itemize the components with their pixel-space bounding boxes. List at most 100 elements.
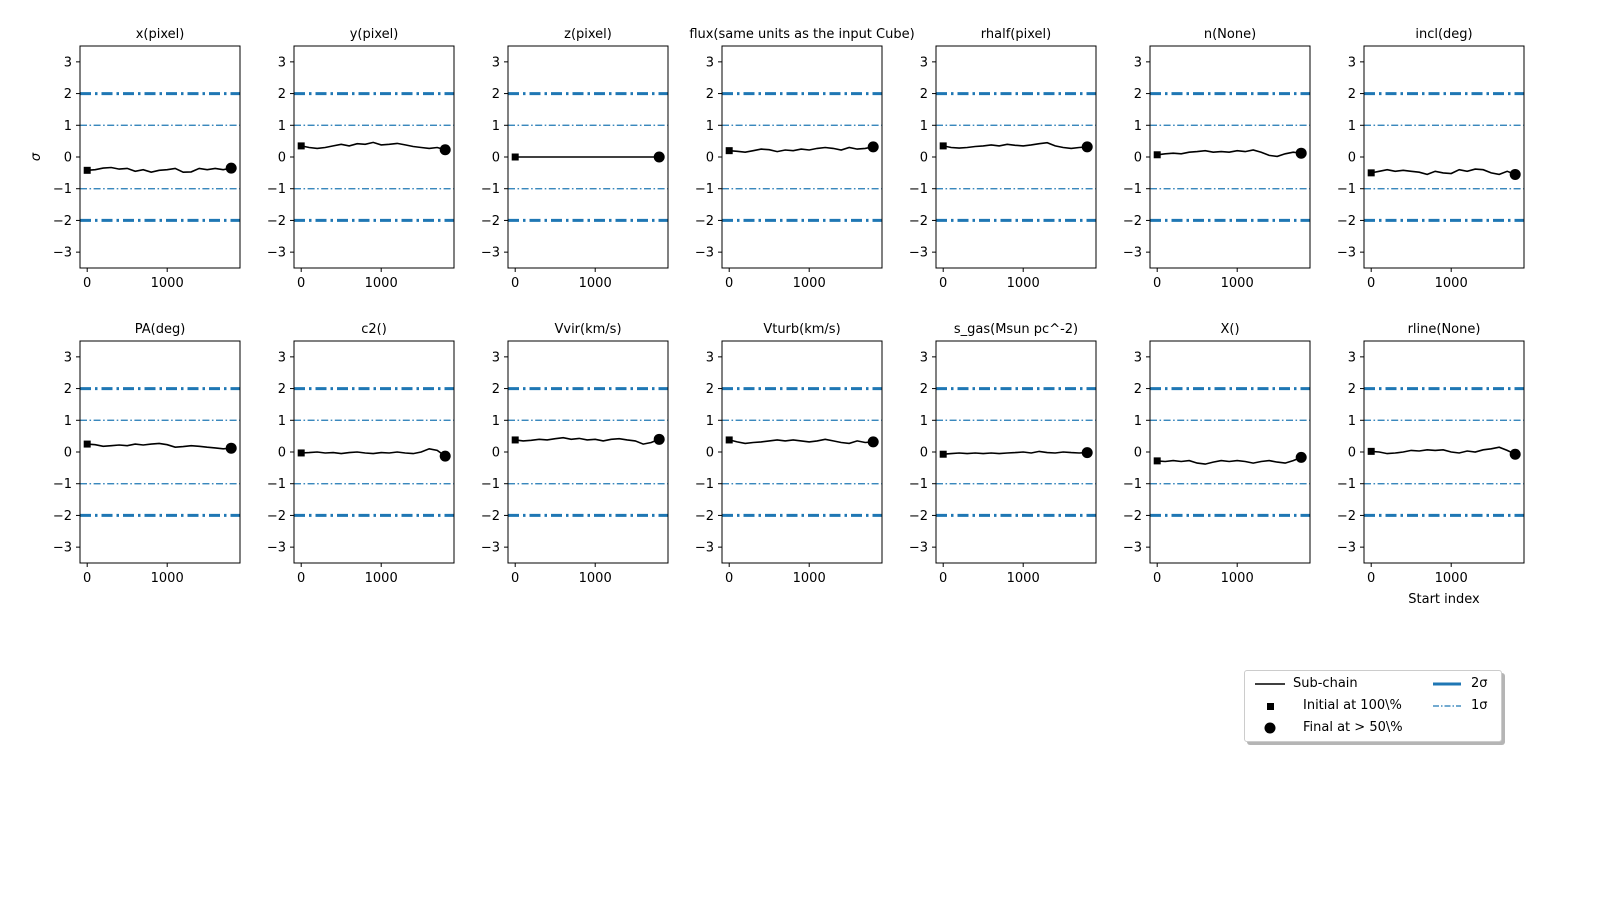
panel-0: −3 −2 −1 0 1 2 3 0 1000 x(pixel) <box>53 27 241 291</box>
y-tick-label: −2 <box>267 509 286 524</box>
x-tick-label: 1000 <box>1007 276 1040 291</box>
panel-12: −3 −2 −1 0 1 2 3 0 1000 X() <box>1123 322 1311 586</box>
subchain-line <box>1371 168 1516 176</box>
initial-marker <box>511 436 519 444</box>
y-tick-label: 0 <box>1134 151 1142 166</box>
y-tick-label: 1 <box>278 119 286 134</box>
y-tick-label: 1 <box>1348 414 1356 429</box>
x-tick-label: 0 <box>725 571 733 586</box>
initial-marker <box>297 142 305 150</box>
final-marker <box>225 442 237 454</box>
panel-plot-area <box>294 92 454 222</box>
axes-frame <box>1363 340 1525 564</box>
panel-8: −3 −2 −1 0 1 2 3 0 1000 c2() <box>267 322 455 586</box>
legend-label-subchain: Sub-chain <box>1293 676 1358 691</box>
panel-title: x(pixel) <box>136 27 185 42</box>
panel-title: PA(deg) <box>135 322 186 337</box>
panel-3: −3 −2 −1 0 1 2 3 0 1000 flux(same units as the in… <box>689 27 914 291</box>
initial-marker <box>939 450 947 458</box>
x-tick-label: 0 <box>511 571 519 586</box>
x-tick-label: 0 <box>83 276 91 291</box>
initial-marker <box>725 147 733 155</box>
y-tick-label: 1 <box>706 119 714 134</box>
y-tick-label: −2 <box>481 214 500 229</box>
x-tick-label: 0 <box>83 571 91 586</box>
x-tick-label: 0 <box>1367 276 1375 291</box>
x-tick-label: 0 <box>725 276 733 291</box>
y-tick-label: 1 <box>64 414 72 429</box>
subchain-line <box>1157 149 1302 158</box>
axes-frame <box>79 340 241 564</box>
subchain-line <box>87 442 232 450</box>
y-tick-label: 2 <box>1348 87 1356 102</box>
y-tick-label: 0 <box>1348 151 1356 166</box>
x-tick-label: 0 <box>511 276 519 291</box>
x-tick-label: 1000 <box>151 571 184 586</box>
y-tick-label: −1 <box>1123 477 1142 492</box>
y-tick-label: 2 <box>64 87 72 102</box>
x-tick-label: 0 <box>1153 276 1161 291</box>
final-marker <box>1509 448 1521 460</box>
subchain-line <box>1157 456 1302 465</box>
panel-plot-area <box>80 387 240 517</box>
subchain-line <box>301 447 446 457</box>
y-tick-label: −3 <box>695 541 714 556</box>
initial-marker <box>1367 169 1375 177</box>
y-tick-label: 3 <box>492 350 500 365</box>
panel-plot-area <box>936 92 1096 222</box>
panel-title: y(pixel) <box>350 27 399 42</box>
circle-marker-icon <box>1264 722 1276 734</box>
y-tick-label: −1 <box>909 182 928 197</box>
y-tick-label: −1 <box>481 477 500 492</box>
panel-2: −3 −2 −1 0 1 2 3 0 1000 z(pixel) <box>481 27 669 291</box>
panel-title: c2() <box>361 322 387 337</box>
y-tick-label: −1 <box>481 182 500 197</box>
initial-marker <box>511 153 519 161</box>
y-tick-label: −3 <box>53 246 72 261</box>
panel-title: X() <box>1220 322 1239 337</box>
y-tick-label: −1 <box>1123 182 1142 197</box>
y-tick-label: −3 <box>267 541 286 556</box>
initial-marker <box>1367 447 1375 455</box>
axes-frame <box>79 45 241 269</box>
panel-6: −3 −2 −1 0 1 2 3 0 1000 incl(deg) <box>1337 27 1525 291</box>
x-tick-label: 1000 <box>579 276 612 291</box>
legend-label-2sigma: 2σ <box>1471 676 1488 691</box>
initial-marker <box>83 440 91 448</box>
initial-marker <box>297 449 305 457</box>
subchain-line <box>301 141 446 151</box>
y-tick-label: 1 <box>706 414 714 429</box>
x-tick-label: 1000 <box>1221 571 1254 586</box>
subchain-line <box>729 146 874 154</box>
x-tick-label: 0 <box>1367 571 1375 586</box>
y-tick-label: 1 <box>64 119 72 134</box>
x-tick-label: 1000 <box>793 571 826 586</box>
y-tick-label: −2 <box>695 509 714 524</box>
y-tick-label: 2 <box>1348 382 1356 397</box>
y-tick-label: −2 <box>1337 509 1356 524</box>
legend-1sigma-swatch <box>1433 705 1461 707</box>
panel-5: −3 −2 −1 0 1 2 3 0 1000 n(None) <box>1123 27 1311 291</box>
y-tick-label: 1 <box>492 119 500 134</box>
x-tick-label: 1000 <box>1435 276 1468 291</box>
y-tick-label: 1 <box>278 414 286 429</box>
y-tick-label: 3 <box>706 350 714 365</box>
panel-title: n(None) <box>1204 27 1256 42</box>
y-tick-label: 0 <box>278 151 286 166</box>
y-tick-label: 2 <box>64 382 72 397</box>
y-tick-label: −3 <box>267 246 286 261</box>
panel-title: z(pixel) <box>564 27 612 42</box>
final-marker <box>1295 147 1307 159</box>
y-tick-label: −3 <box>481 246 500 261</box>
legend-label-initial: Initial at 100\% <box>1303 698 1402 713</box>
panel-13: −3 −2 −1 0 1 2 3 0 1000 rline(None) <box>1337 322 1525 586</box>
y-tick-label: 1 <box>1348 119 1356 134</box>
y-tick-label: 0 <box>492 151 500 166</box>
y-tick-label: 1 <box>492 414 500 429</box>
panel-plot-area <box>936 387 1096 517</box>
panel-plot-area <box>722 387 882 517</box>
final-marker <box>439 450 451 462</box>
y-tick-label: 3 <box>1348 55 1356 70</box>
x-tick-label: 1000 <box>1435 571 1468 586</box>
